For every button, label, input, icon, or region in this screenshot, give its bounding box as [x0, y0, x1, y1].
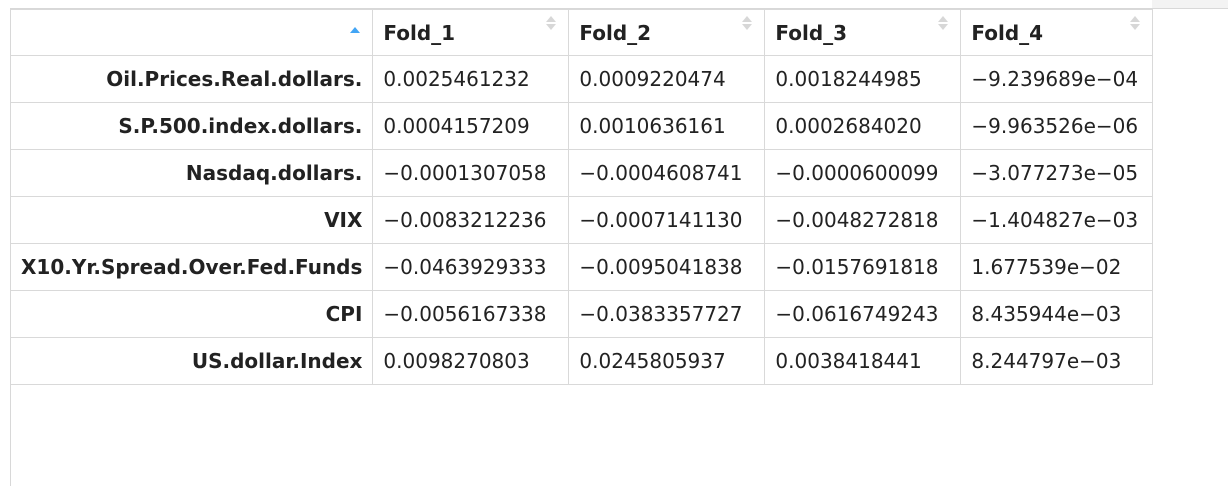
- sort-icon: [546, 16, 557, 30]
- table-header-row: Fold_1 Fold_2 Fold_3 Fold_4: [11, 9, 1154, 56]
- table-cell: 1.677539e−02: [960, 243, 1154, 291]
- table-body: Oil.Prices.Real.dollars. 0.0025461232 0.00…: [11, 55, 1154, 385]
- table-row: X10.Yr.Spread.Over.Fed.Funds −0.046392933…: [11, 243, 1154, 291]
- viewer-top-border: [10, 8, 1228, 9]
- table-cell: −9.963526e−06: [960, 102, 1154, 150]
- table-row: VIX −0.0083212236 −0.0007141130 −0.00482728…: [11, 196, 1154, 244]
- rownames-header[interactable]: [11, 9, 374, 56]
- row-name-cell: VIX: [11, 196, 374, 244]
- table-cell: −0.0083212236: [372, 196, 570, 244]
- sort-icon: [742, 16, 753, 30]
- table-cell: −1.404827e−03: [960, 196, 1154, 244]
- row-name-cell: S.P.500.index.dollars.: [11, 102, 374, 150]
- table-row: Nasdaq.dollars. −0.0001307058 −0.000460874…: [11, 149, 1154, 197]
- column-header-fold-4[interactable]: Fold_4: [960, 9, 1154, 56]
- table-row: Oil.Prices.Real.dollars. 0.0025461232 0.00…: [11, 55, 1154, 103]
- data-table: Fold_1 Fold_2 Fold_3 Fold_4 Oil.Prices.R…: [11, 9, 1154, 385]
- table-cell: 0.0025461232: [372, 55, 570, 103]
- sort-icon: [938, 16, 949, 30]
- row-name-cell: US.dollar.Index: [11, 337, 374, 385]
- column-header-fold-3[interactable]: Fold_3: [764, 9, 962, 56]
- table-cell: 0.0245805937: [568, 337, 766, 385]
- column-header-label: Fold_3: [775, 20, 848, 45]
- table-cell: −0.0383357727: [568, 290, 766, 338]
- table-cell: −0.0007141130: [568, 196, 766, 244]
- table-cell: −3.077273e−05: [960, 149, 1154, 197]
- table-cell: 8.435944e−03: [960, 290, 1154, 338]
- table-cell: −9.239689e−04: [960, 55, 1154, 103]
- column-header-fold-2[interactable]: Fold_2: [568, 9, 766, 56]
- table-cell: −0.0463929333: [372, 243, 570, 291]
- table-cell: −0.0056167338: [372, 290, 570, 338]
- column-header-fold-1[interactable]: Fold_1: [372, 9, 570, 56]
- table-row: CPI −0.0056167338 −0.0383357727 −0.06167492…: [11, 290, 1154, 338]
- row-name-cell: X10.Yr.Spread.Over.Fed.Funds: [11, 243, 374, 291]
- table-cell: −0.0001307058: [372, 149, 570, 197]
- table-cell: 0.0002684020: [764, 102, 962, 150]
- table-cell: 0.0004157209: [372, 102, 570, 150]
- table-cell: −0.0048272818: [764, 196, 962, 244]
- viewer-left-border: [10, 8, 11, 486]
- table-cell: −0.0095041838: [568, 243, 766, 291]
- sort-ascending-icon: [350, 27, 361, 35]
- table-cell: 0.0098270803: [372, 337, 570, 385]
- table-cell: −0.0004608741: [568, 149, 766, 197]
- column-header-label: Fold_1: [383, 20, 456, 45]
- row-name-cell: CPI: [11, 290, 374, 338]
- column-header-label: Fold_2: [579, 20, 652, 45]
- table-cell: −0.0616749243: [764, 290, 962, 338]
- row-name-cell: Nasdaq.dollars.: [11, 149, 374, 197]
- table-cell: 8.244797e−03: [960, 337, 1154, 385]
- table-cell: −0.0157691818: [764, 243, 962, 291]
- table-row: S.P.500.index.dollars. 0.0004157209 0.0010…: [11, 102, 1154, 150]
- sort-icon: [1130, 16, 1141, 30]
- column-header-label: Fold_4: [971, 20, 1044, 45]
- table-row: US.dollar.Index 0.0098270803 0.0245805937 0…: [11, 337, 1154, 385]
- table-cell: 0.0038418441: [764, 337, 962, 385]
- table-cell: 0.0009220474: [568, 55, 766, 103]
- row-name-cell: Oil.Prices.Real.dollars.: [11, 55, 374, 103]
- table-cell: −0.0000600099: [764, 149, 962, 197]
- table-cell: 0.0010636161: [568, 102, 766, 150]
- table-cell: 0.0018244985: [764, 55, 962, 103]
